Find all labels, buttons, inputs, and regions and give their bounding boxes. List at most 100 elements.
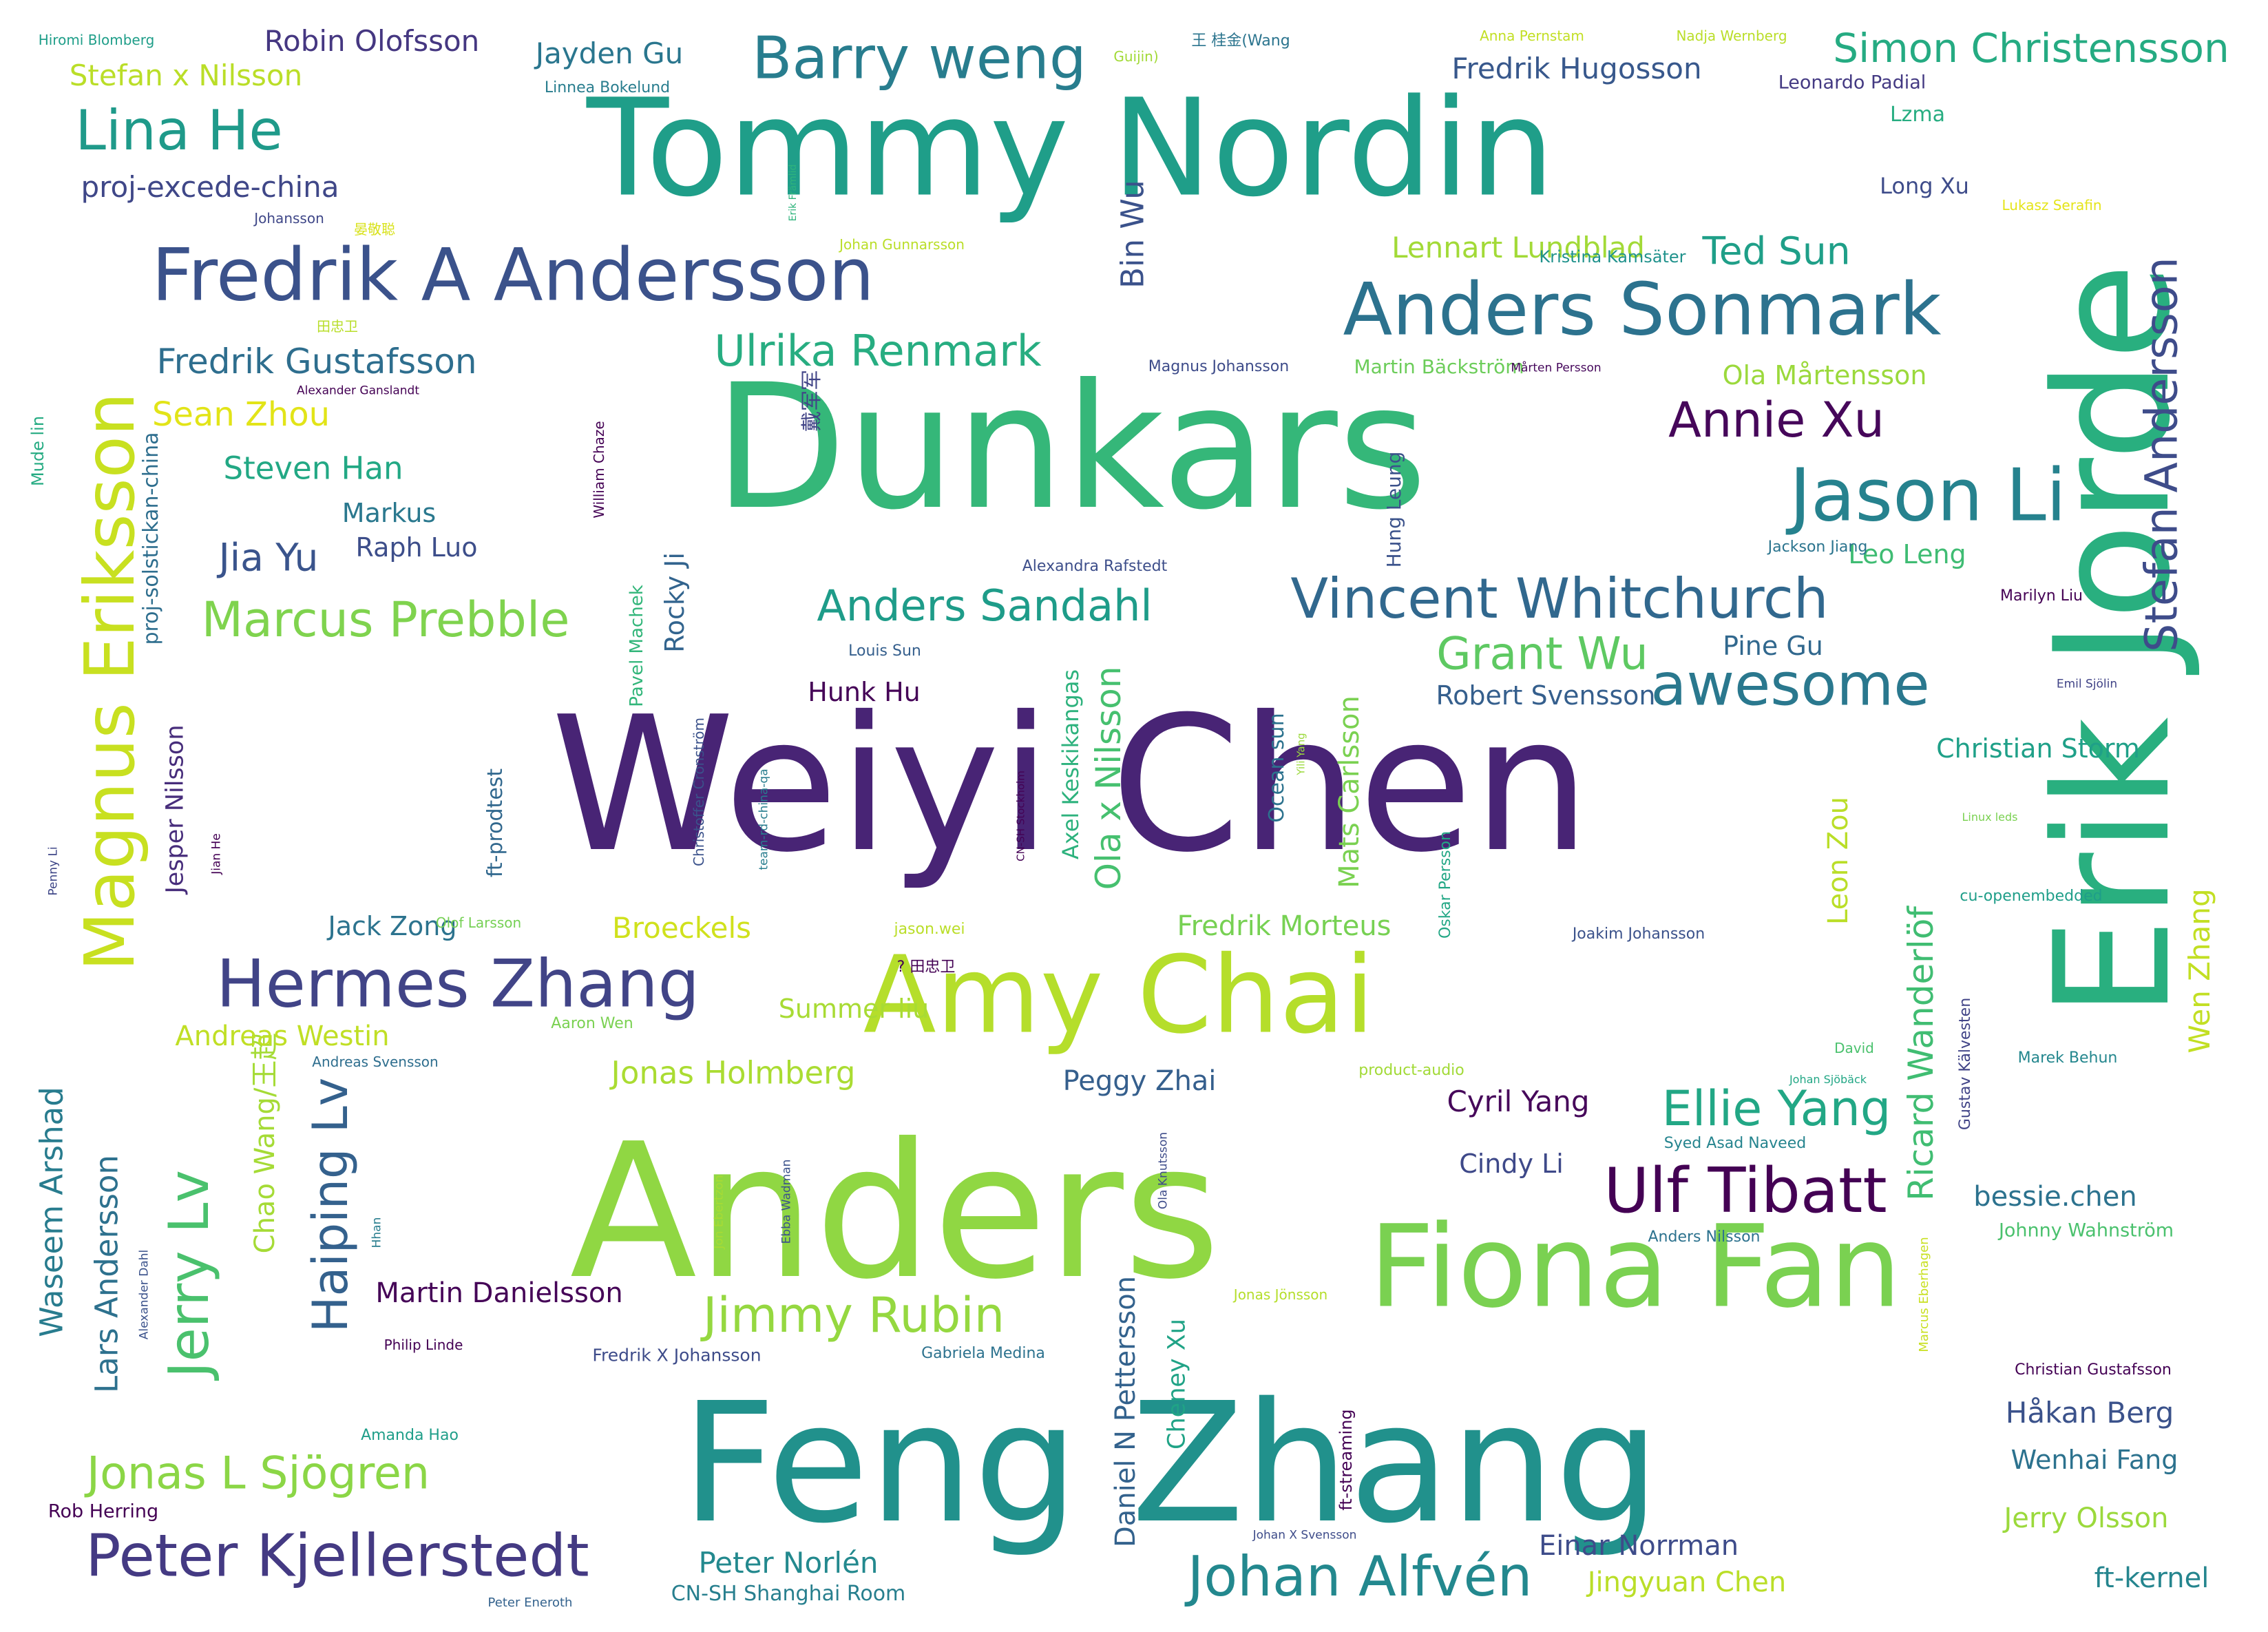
word-cloud-term: Barry weng <box>752 24 1086 93</box>
word-cloud-term: CN-SH Shanghai Room <box>671 1582 906 1606</box>
word-cloud-term: Hung Leung <box>1383 451 1405 568</box>
word-cloud-term: Peter Kjellerstedt <box>85 1522 589 1591</box>
word-cloud-term: Mude lin <box>28 415 48 487</box>
word-cloud-term: Long Xu <box>1880 173 1969 199</box>
word-cloud-term: Fredrik X Johansson <box>592 1345 762 1366</box>
word-cloud-term: 田忠卫 <box>317 318 358 335</box>
word-cloud-term: Lennart Lundblad <box>1392 231 1645 264</box>
word-cloud-term: Kristina Kamsäter <box>1539 247 1686 266</box>
word-cloud-term: Jimmy Rubin <box>702 1287 1005 1343</box>
word-cloud-term: Dunkars <box>713 347 1428 547</box>
word-cloud-term: Simon Christensson <box>1833 25 2229 72</box>
word-cloud-term: Emil Sjölin <box>2056 677 2118 691</box>
word-cloud-term: Chao Wang/王超 <box>249 1032 281 1254</box>
word-cloud-term: Hiromi Blomberg <box>38 32 155 48</box>
word-cloud-term: Hhan <box>370 1217 384 1248</box>
word-cloud-term: Peter Eneroth <box>487 1596 573 1610</box>
word-cloud-term: Oskar Persson <box>1437 830 1454 939</box>
word-cloud-term: 戴军军 <box>800 370 824 432</box>
word-cloud-term: Johan X Svensson <box>1252 1528 1357 1542</box>
word-cloud-term: proj-solstickan-china <box>139 432 163 645</box>
word-cloud-term: Einar Norrman <box>1538 1530 1739 1562</box>
word-cloud-term: Ocean sun <box>1265 713 1289 823</box>
word-cloud-term: Fredrik Morteus <box>1177 910 1392 942</box>
word-cloud-term: Joakim Johansson <box>1572 925 1705 943</box>
word-cloud-term: Magnus Eriksson <box>70 392 150 972</box>
word-cloud-term: Penny Li <box>46 846 61 896</box>
word-cloud-term: Jian He <box>209 833 224 875</box>
word-cloud-term: Linnea Bokelund <box>544 79 671 96</box>
word-cloud-term: ft-streaming <box>1336 1409 1356 1511</box>
word-cloud-term: Grant Wu <box>1436 628 1648 680</box>
word-cloud-term: 王 桂金(Wang <box>1191 32 1290 50</box>
word-cloud-term: Martin Danielsson <box>375 1277 623 1309</box>
word-cloud-term: Robin Olofsson <box>264 24 480 58</box>
word-cloud-term: Marcus Eberhagen <box>1917 1237 1931 1352</box>
word-cloud-term: ft-prodtest <box>483 768 507 878</box>
word-cloud-term: Amanda Hao <box>361 1427 459 1444</box>
word-cloud-term: Vincent Whitchurch <box>1290 567 1829 631</box>
word-cloud-term: Lina He <box>75 98 283 163</box>
word-cloud-term: Jia Yu <box>218 535 319 580</box>
word-cloud-term: product-audio <box>1358 1062 1464 1079</box>
word-cloud-term: 晏敬聪 <box>354 221 395 238</box>
word-cloud-term: Peggy Zhai <box>1062 1065 1217 1097</box>
word-cloud-term: Rob Herring <box>48 1500 159 1523</box>
word-cloud-term: Jason Li <box>1789 453 2066 538</box>
word-cloud-term: Summer liu <box>778 994 930 1024</box>
word-cloud-term: Johnny Wahnström <box>1998 1220 2174 1242</box>
word-cloud-term: Ola Mårtensson <box>1722 360 1927 390</box>
word-cloud-term: ft-kernel <box>2094 1562 2209 1594</box>
word-cloud-term: Linux leds <box>1962 810 2018 824</box>
word-cloud-term: Pine Gu <box>1723 631 1823 661</box>
word-cloud-term: Jonas Holmberg <box>611 1054 856 1091</box>
word-cloud-term: Christian Gustafsson <box>2015 1361 2172 1379</box>
word-cloud-term: Jackson Jiang <box>1767 538 1868 556</box>
word-cloud-term: Ted Sun <box>1702 229 1851 273</box>
word-cloud-term: Annie Xu <box>1668 392 1884 448</box>
word-cloud-term: Jerry Lv <box>157 1170 221 1378</box>
word-cloud-term: Hunk Hu <box>808 677 921 707</box>
word-cloud-term: Lzma <box>1889 103 1946 127</box>
word-cloud-term: ? 田忠卫 <box>896 959 956 976</box>
word-cloud-term: Christoffer Cronström <box>691 717 707 867</box>
word-cloud-term: bessie.chen <box>1973 1181 2137 1213</box>
word-cloud-term: Johan Gunnarsson <box>839 236 965 253</box>
word-cloud-term: Erik Främlid <box>788 164 799 222</box>
word-cloud-term: Haiping Lv <box>302 1077 359 1333</box>
word-cloud-term: Fredrik Hugosson <box>1451 52 1702 85</box>
word-cloud-term: David <box>1834 1040 1874 1056</box>
word-cloud-term: awesome <box>1650 651 1930 720</box>
word-cloud-term: Lars Andersson <box>88 1155 125 1393</box>
word-cloud-term: Guijin) <box>1113 48 1159 65</box>
word-cloud-term: Weiyi Chen <box>551 676 1590 893</box>
word-cloud-term: Jon Ebertzon <box>712 1175 726 1249</box>
word-cloud-term: Robert Svensson <box>1436 680 1656 711</box>
word-cloud-term: Marilyn Liu <box>1999 587 2083 605</box>
word-cloud-term: Gabriela Medina <box>921 1345 1045 1362</box>
word-cloud-term: Jonas L Sjögren <box>86 1447 430 1500</box>
word-cloud-term: Olof Larsson <box>435 914 522 931</box>
word-cloud-term: Andreas Westin <box>175 1021 390 1052</box>
word-cloud-term: Raph Luo <box>355 532 478 563</box>
word-cloud-term: Ebba Wadman <box>779 1159 794 1244</box>
word-cloud-term: Anders Nilsson <box>1648 1228 1761 1246</box>
word-cloud-term: Mats Carlsson <box>1334 695 1365 888</box>
word-cloud-term: Ola Knutsson <box>1156 1131 1170 1210</box>
word-cloud-term: jason.wei <box>894 921 965 938</box>
word-cloud-term: Anders <box>569 1103 1221 1320</box>
word-cloud-term: Yili Yang <box>1294 733 1308 775</box>
word-cloud-term: Ulrika Renmark <box>714 326 1042 376</box>
word-cloud-term: Jayden Gu <box>535 36 684 70</box>
word-cloud-term: Christian Storm <box>1936 733 2140 764</box>
word-cloud-term: Håkan Berg <box>2005 1396 2174 1430</box>
word-cloud-term: Jack Zong <box>328 911 457 941</box>
word-cloud-term: Anna Pernstam <box>1480 28 1584 44</box>
word-cloud-term: cu-openembedded <box>1960 888 2103 905</box>
word-cloud-term: Leon Zou <box>1823 797 1854 925</box>
word-cloud-term: team-rd-china-qa <box>757 768 771 870</box>
word-cloud-term: Ulf Tibatt <box>1604 1155 1887 1227</box>
word-cloud-term: Tommy Nordin <box>586 70 1555 227</box>
word-cloud-term: Ricard Wanderlöf <box>1901 906 1941 1201</box>
